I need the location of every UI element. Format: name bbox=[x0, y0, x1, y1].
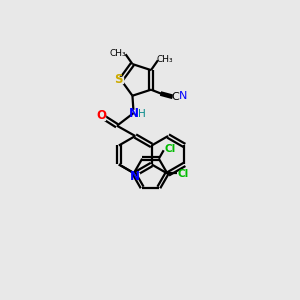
Text: H: H bbox=[138, 109, 146, 119]
Bar bbox=[115, 77, 123, 83]
Text: N: N bbox=[129, 106, 139, 119]
Bar bbox=[132, 173, 139, 179]
Text: S: S bbox=[114, 74, 123, 86]
Bar bbox=[131, 110, 137, 116]
Bar bbox=[180, 93, 185, 99]
Text: C: C bbox=[172, 92, 179, 101]
Bar bbox=[173, 94, 178, 99]
Text: CH₃: CH₃ bbox=[110, 49, 127, 58]
Text: O: O bbox=[97, 109, 106, 122]
Text: N: N bbox=[178, 91, 187, 101]
Text: N: N bbox=[130, 170, 140, 183]
Text: Cl: Cl bbox=[164, 144, 175, 154]
Text: Cl: Cl bbox=[177, 169, 189, 178]
Text: CH₃: CH₃ bbox=[156, 55, 173, 64]
Bar bbox=[98, 113, 105, 120]
